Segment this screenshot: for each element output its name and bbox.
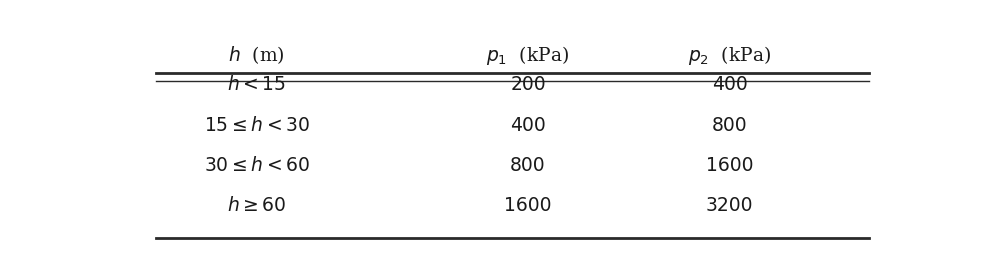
Text: 800: 800 <box>510 156 546 175</box>
Text: 1600: 1600 <box>706 156 753 175</box>
Text: 400: 400 <box>510 116 546 134</box>
Text: $\mathit{p}_{1}$  (kPa): $\mathit{p}_{1}$ (kPa) <box>486 44 570 67</box>
Text: 1600: 1600 <box>504 196 552 215</box>
Text: 200: 200 <box>510 75 546 94</box>
Text: 800: 800 <box>712 116 747 134</box>
Text: $\mathit{h} \geq 60$: $\mathit{h} \geq 60$ <box>227 196 286 215</box>
Text: $\mathit{p}_{2}$  (kPa): $\mathit{p}_{2}$ (kPa) <box>688 44 771 67</box>
Text: 3200: 3200 <box>706 196 753 215</box>
Text: $15 \leq \mathit{h} < 30$: $15 \leq \mathit{h} < 30$ <box>204 116 310 134</box>
Text: $\mathit{h}$  (m): $\mathit{h}$ (m) <box>228 44 285 66</box>
Text: 400: 400 <box>712 75 747 94</box>
Text: $30 \leq \mathit{h} < 60$: $30 \leq \mathit{h} < 60$ <box>204 156 310 175</box>
Text: $\mathit{h} < 15$: $\mathit{h} < 15$ <box>227 75 286 94</box>
